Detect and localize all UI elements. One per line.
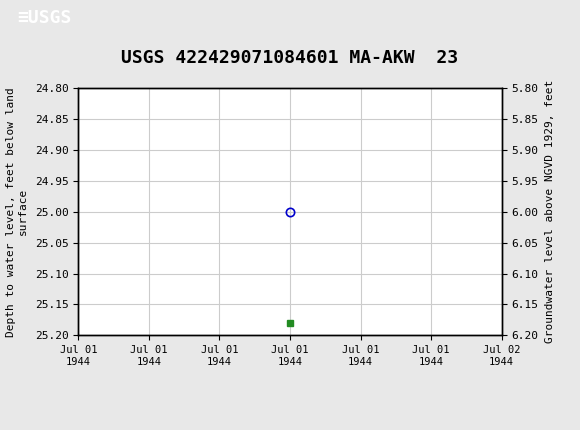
Y-axis label: Groundwater level above NGVD 1929, feet: Groundwater level above NGVD 1929, feet — [545, 80, 556, 344]
Y-axis label: Depth to water level, feet below land
surface: Depth to water level, feet below land su… — [6, 87, 28, 337]
Text: USGS 422429071084601 MA-AKW  23: USGS 422429071084601 MA-AKW 23 — [121, 49, 459, 68]
Text: ≡USGS: ≡USGS — [17, 9, 72, 27]
